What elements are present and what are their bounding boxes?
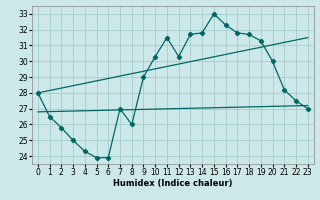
X-axis label: Humidex (Indice chaleur): Humidex (Indice chaleur) — [113, 179, 233, 188]
